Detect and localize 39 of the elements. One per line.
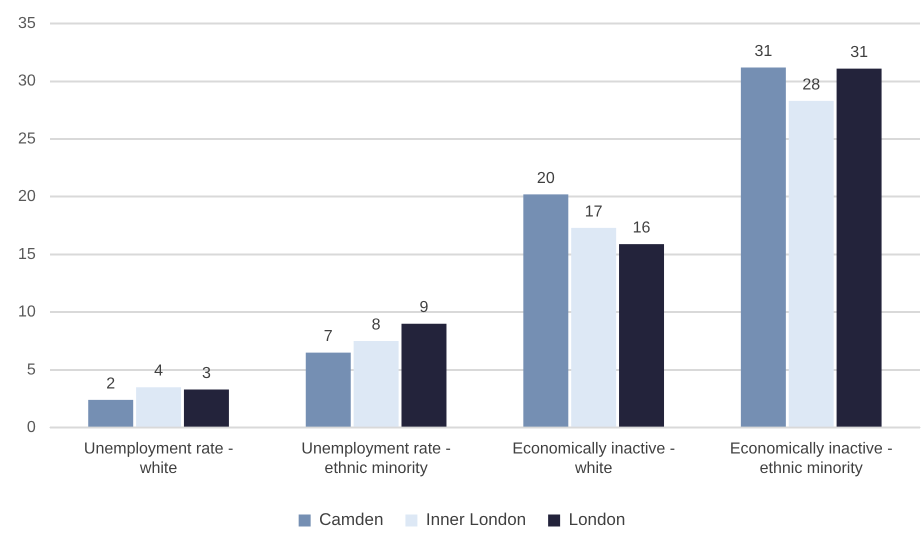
bar (136, 387, 182, 427)
data-label: 3 (202, 364, 211, 382)
y-tick-label: 30 (18, 72, 36, 90)
y-tick-label: 5 (26, 361, 36, 378)
y-tick-label: 20 (18, 188, 36, 206)
bar (619, 244, 664, 427)
data-label: 7 (324, 328, 333, 345)
bar (740, 67, 786, 427)
x-tick-label: Economically inactive - white (512, 440, 676, 477)
data-label: 31 (850, 44, 868, 62)
bar (788, 100, 834, 427)
data-label: 16 (632, 219, 651, 236)
legend-label: Camden (319, 510, 384, 530)
data-label: 8 (372, 316, 381, 334)
bar (523, 194, 568, 427)
bar (836, 68, 882, 427)
data-label: 4 (154, 362, 164, 380)
legend-label: London (568, 510, 626, 530)
data-label: 9 (420, 299, 429, 316)
bar (354, 341, 399, 427)
y-tick-label: 10 (18, 304, 36, 321)
x-tick-label: Economically inactive - ethnic minority (730, 440, 893, 477)
bar (571, 228, 616, 427)
x-tick-label: Unemployment rate - white (84, 440, 234, 477)
bar (401, 324, 446, 427)
legend-label: Inner London (426, 510, 526, 530)
y-tick-label: 15 (18, 246, 36, 263)
bar (88, 400, 134, 427)
data-label: 17 (584, 203, 603, 220)
bar (306, 352, 351, 427)
x-tick-label: Unemployment rate - ethnic minority (301, 440, 451, 477)
data-label: 31 (754, 42, 772, 60)
data-label: 28 (802, 76, 820, 94)
y-tick-label: 35 (18, 15, 36, 32)
data-label: 2 (106, 375, 116, 392)
y-tick-label: 0 (26, 419, 36, 436)
bar (184, 390, 229, 427)
data-label: 20 (536, 170, 555, 187)
y-tick-label: 25 (18, 130, 36, 148)
